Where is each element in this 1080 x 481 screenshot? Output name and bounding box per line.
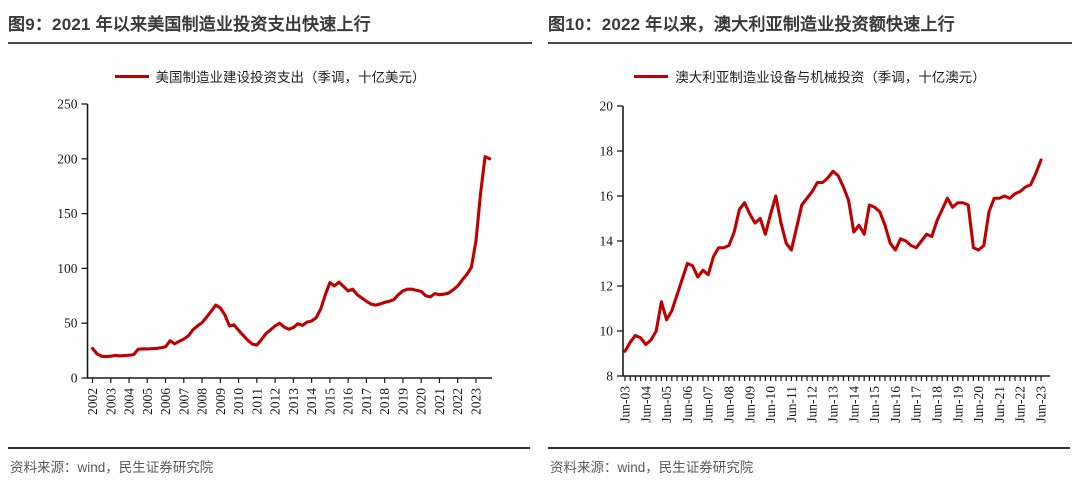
x-axis-tick-label: 2018: [377, 388, 392, 415]
x-axis-tick-label: 2017: [359, 388, 374, 415]
x-axis-tick-label: Jun-17: [909, 386, 924, 423]
y-axis-tick-label: 0: [71, 371, 78, 386]
source-divider: [548, 447, 1070, 449]
x-axis-tick-label: Jun-11: [784, 386, 799, 422]
y-axis-tick-label: 20: [600, 99, 614, 114]
figure-title-us: 图9：2021 年以来美国制造业投资支出快速上行: [8, 8, 532, 44]
x-axis-tick-label: Jun-06: [680, 386, 695, 423]
x-axis-tick-label: 2011: [249, 388, 264, 415]
x-axis-tick-label: Jun-04: [638, 386, 653, 423]
x-axis-tick-label: Jun-08: [722, 386, 737, 423]
x-axis-tick-label: Jun-03: [618, 386, 633, 423]
y-axis-tick-label: 12: [600, 279, 614, 294]
y-axis-tick-label: 200: [57, 151, 78, 166]
x-axis-tick-label: Jun-23: [1034, 386, 1049, 423]
x-axis-tick-label: 2006: [158, 388, 173, 415]
x-axis-tick-label: 2019: [395, 388, 410, 415]
y-axis-tick-label: 150: [57, 206, 78, 221]
x-axis-tick-label: Jun-07: [701, 386, 716, 423]
x-axis-tick-label: Jun-18: [930, 386, 945, 423]
data-line: [90, 155, 492, 359]
data-line: [623, 158, 1043, 353]
figure-panel-us: 图9：2021 年以来美国制造业投资支出快速上行 美国制造业建设投资支出（季调，…: [0, 8, 540, 475]
x-axis-tick-label: 2013: [286, 388, 301, 415]
legend-label: 澳大利亚制造业设备与机械投资（季调，十亿澳元）: [675, 70, 986, 86]
figure-panel-australia: 图10：2022 年以来，澳大利亚制造业投资额快速上行 澳大利亚制造业设备与机械…: [540, 0, 1080, 481]
x-axis-tick-label: 2015: [322, 388, 337, 415]
x-axis-tick-label: 2012: [268, 388, 283, 415]
x-axis-tick-label: Jun-22: [1013, 386, 1028, 423]
line-chart-australia-manufacturing: 8 10 12 14 16 18 20 Jun-03 Jun-04 Jun-05 Jun-06 Jun…: [600, 99, 1050, 423]
legend-line-swatch: [634, 74, 669, 78]
x-axis-tick-label: 2022: [450, 388, 465, 415]
y-axis-tick-label: 250: [57, 97, 78, 112]
x-axis-tick-label: 2002: [85, 388, 100, 415]
source-note: 资料来源：wind，民生证券研究院: [550, 460, 754, 475]
x-axis-tick-label: 2007: [176, 388, 191, 415]
y-axis-tick-label: 100: [57, 261, 78, 276]
y-axis-tick-label: 14: [600, 234, 614, 249]
y-axis-tick-label: 50: [64, 316, 78, 331]
x-axis-tick-label: Jun-15: [867, 386, 882, 423]
x-axis-tick-label: Jun-20: [971, 386, 986, 423]
x-axis-tick-label: 2009: [213, 388, 228, 415]
x-axis-tick-label: Jun-19: [950, 386, 965, 423]
x-axis-tick-label: 2003: [103, 388, 118, 415]
legend-line-swatch: [114, 74, 149, 78]
legend-australia: 澳大利亚制造业设备与机械投资（季调，十亿澳元）: [540, 66, 1080, 86]
x-axis-tick-label: 2023: [468, 388, 483, 415]
x-axis-tick-label: Jun-09: [742, 386, 757, 423]
x-axis-tick-label: 2016: [341, 388, 356, 415]
source-divider: [8, 447, 530, 449]
x-axis-tick-label: Jun-16: [888, 386, 903, 423]
x-axis-tick-label: 2014: [304, 388, 319, 415]
x-axis-tick-label: Jun-12: [805, 386, 820, 423]
x-axis-tick-label: 2010: [231, 388, 246, 415]
source-note: 资料来源：wind，民生证券研究院: [10, 460, 214, 475]
legend-us: 美国制造业建设投资支出（季调，十亿美元）: [0, 66, 540, 86]
x-axis-tick-label: Jun-14: [846, 386, 861, 423]
x-axis-tick-label: 2021: [432, 388, 447, 415]
y-axis-tick-label: 10: [600, 324, 614, 339]
line-chart-us-manufacturing: 0 50 100 150 200 250 2002 2003 2004 2005 2006 2007 2…: [57, 97, 492, 415]
y-axis-tick-label: 16: [600, 189, 614, 204]
y-axis-tick-label: 8: [606, 369, 613, 384]
figure-title-australia: 图10：2022 年以来，澳大利亚制造业投资额快速上行: [548, 8, 1072, 44]
x-axis-tick-label: 2005: [140, 388, 155, 415]
x-axis-tick-label: Jun-13: [826, 386, 841, 423]
legend-label: 美国制造业建设投资支出（季调，十亿美元）: [155, 70, 426, 86]
x-axis-tick-label: Jun-05: [659, 386, 674, 423]
x-axis-tick-label: Jun-21: [992, 386, 1007, 423]
x-axis-tick-label: 2020: [414, 388, 429, 415]
x-axis-tick-label: Jun-10: [763, 386, 778, 423]
x-axis-tick-label: 2008: [195, 388, 210, 415]
x-axis-tick-label: 2004: [122, 388, 137, 415]
y-axis-tick-label: 18: [600, 144, 614, 159]
